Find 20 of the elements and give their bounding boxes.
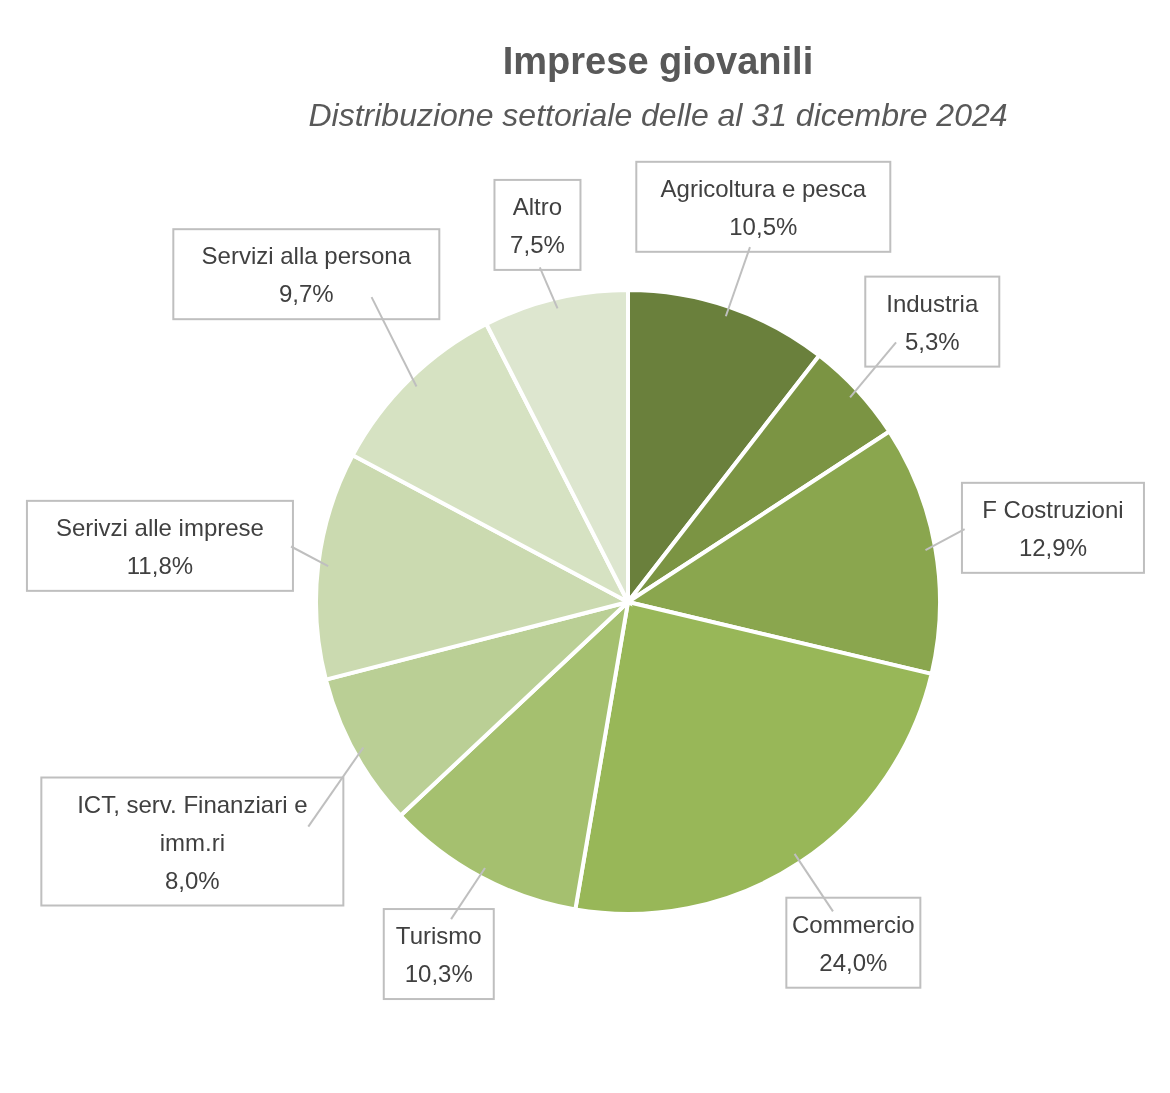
slice-label: Serivzi alle imprese [55, 513, 264, 541]
chart-subtitle: Distribuzione settoriale delle al 31 dicembre 2024 [308, 97, 1008, 133]
data-label: 8,0% [164, 866, 220, 894]
data-label: 9,7% [278, 280, 334, 308]
slice-label: F Costruzioni [982, 495, 1124, 523]
data-label: 11,8% [126, 551, 194, 579]
data-label: 12,9% [1018, 533, 1087, 561]
data-label: 7,5% [510, 230, 565, 258]
data-label: 24,0% [819, 948, 888, 976]
chart-title: Imprese giovanili [502, 40, 814, 82]
slice-label: ICT, serv. Finanziari e imm.ri [77, 790, 308, 856]
slice-label: Turismo [395, 922, 482, 950]
data-label: 10,5% [729, 212, 798, 240]
slice-label: Agricoltura e pesca [660, 174, 867, 202]
slice-label: Commercio [792, 910, 915, 938]
data-label: 5,3% [904, 327, 960, 355]
slice-label: Altro [512, 192, 563, 220]
data-label: 10,3% [404, 960, 473, 988]
slice-label: Industria [886, 289, 979, 317]
slice-label: Servizi alla persona [201, 242, 412, 270]
